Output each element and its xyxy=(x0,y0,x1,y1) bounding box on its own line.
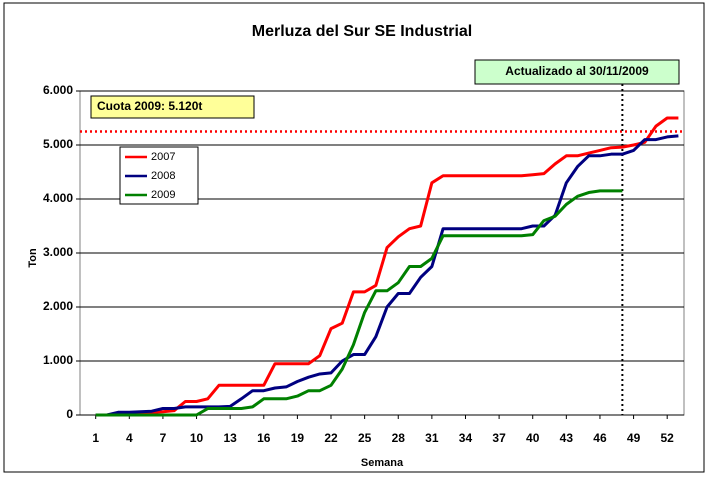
quota-label: Cuota 2009: 5.120t xyxy=(97,99,202,113)
legend-label: 2009 xyxy=(151,189,175,201)
x-tick-label: 37 xyxy=(492,431,506,445)
series-line xyxy=(95,134,679,417)
x-tick-label: 40 xyxy=(526,431,540,445)
x-tick-label: 25 xyxy=(358,431,372,445)
x-tick-label: 43 xyxy=(560,431,574,445)
x-tick-label: 49 xyxy=(627,431,641,445)
y-tick-label: 1.000 xyxy=(43,353,73,367)
y-tick-label: 2.000 xyxy=(43,299,73,313)
series-line xyxy=(95,189,623,417)
y-tick-label: 0 xyxy=(66,407,73,421)
x-tick-label: 52 xyxy=(661,431,675,445)
x-tick-label: 31 xyxy=(425,431,439,445)
y-tick-label: 5.000 xyxy=(43,137,73,151)
x-tick-label: 28 xyxy=(392,431,406,445)
legend-label: 2007 xyxy=(151,151,175,163)
quota-box xyxy=(90,95,255,119)
x-tick-label: 22 xyxy=(324,431,338,445)
x-tick-label: 16 xyxy=(257,431,271,445)
y-tick-label: 3.000 xyxy=(43,245,73,259)
x-tick-label: 10 xyxy=(190,431,204,445)
chart-title: Merluza del Sur SE Industrial xyxy=(252,23,473,40)
x-axis-label: Semana xyxy=(361,457,404,469)
x-tick-label: 34 xyxy=(459,431,473,445)
update-label: Actualizado al 30/11/2009 xyxy=(505,64,649,78)
legend-label: 2008 xyxy=(151,170,175,182)
x-tick-label: 13 xyxy=(223,431,237,445)
x-tick-label: 46 xyxy=(593,431,607,445)
y-tick-label: 4.000 xyxy=(43,191,73,205)
y-axis-label: Ton xyxy=(27,248,39,268)
y-tick-label: 6.000 xyxy=(43,83,73,97)
update-box xyxy=(474,59,680,85)
x-tick-label: 7 xyxy=(160,431,167,445)
series-line xyxy=(95,116,679,417)
x-tick-label: 4 xyxy=(126,431,133,445)
x-tick-label: 1 xyxy=(92,431,99,445)
x-tick-label: 19 xyxy=(291,431,305,445)
